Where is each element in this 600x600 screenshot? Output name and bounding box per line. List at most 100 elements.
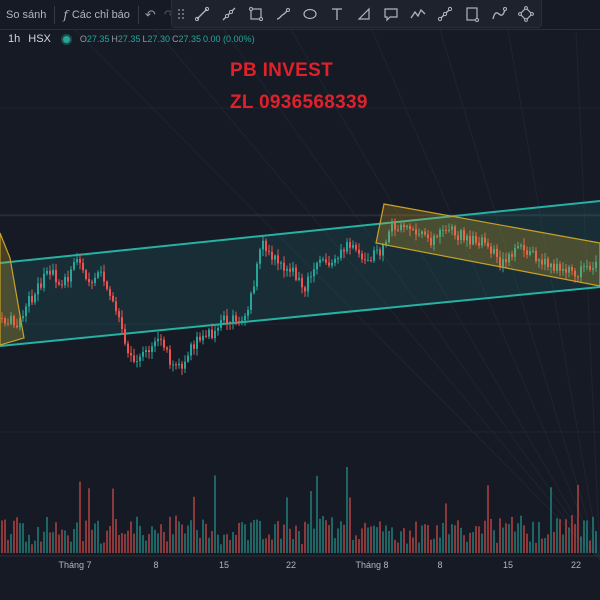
volume-bar xyxy=(304,521,306,553)
x-tick-label: 15 xyxy=(219,560,229,570)
candle-body xyxy=(592,268,594,270)
candle-body xyxy=(172,364,174,366)
candle-body xyxy=(16,325,18,328)
volume-bar xyxy=(313,528,315,553)
volume-bar xyxy=(187,525,189,553)
volume-bar xyxy=(262,539,264,553)
candle-body xyxy=(481,237,483,246)
candle-body xyxy=(553,263,555,271)
callout-icon[interactable] xyxy=(382,5,400,23)
volume-bar xyxy=(109,526,111,553)
candle-body xyxy=(205,335,207,337)
exchange-label: HSX xyxy=(28,33,51,45)
brush-icon[interactable] xyxy=(274,5,292,23)
candle-body xyxy=(4,318,6,324)
volume-bar xyxy=(580,536,582,553)
candle-body xyxy=(82,262,84,271)
candle-body xyxy=(43,273,45,288)
volume-bar xyxy=(250,522,252,553)
candle-body xyxy=(532,250,534,252)
volume-bar xyxy=(469,532,471,553)
volume-bar xyxy=(307,523,309,553)
candle-body xyxy=(346,242,348,252)
volume-bar xyxy=(139,525,141,553)
volume-bar xyxy=(46,516,48,553)
grid-line xyxy=(74,29,600,561)
x-tick-label: Tháng 8 xyxy=(355,560,388,570)
volume-bar xyxy=(514,531,516,553)
x-tick-label: 22 xyxy=(286,560,296,570)
volume-bar xyxy=(595,531,597,553)
volume-bar xyxy=(241,522,243,553)
volume-bar xyxy=(403,528,405,553)
volume-bar xyxy=(532,521,534,553)
candle-body xyxy=(283,262,285,271)
candle-body xyxy=(397,229,399,231)
volume-bar xyxy=(331,517,333,553)
candle-body xyxy=(385,242,387,245)
volume-bar xyxy=(55,522,57,553)
ellipse-icon[interactable] xyxy=(301,5,319,23)
candle-body xyxy=(415,229,417,235)
volume-bar xyxy=(466,541,468,553)
volume-bar xyxy=(166,541,168,553)
candle-body xyxy=(580,266,582,278)
candle-body xyxy=(565,268,567,273)
compare-button[interactable]: So sánh xyxy=(0,0,52,29)
candle-body xyxy=(253,286,255,294)
volume-bar xyxy=(541,538,543,553)
ascending-channel[interactable] xyxy=(0,200,600,347)
candle-body xyxy=(184,361,186,369)
volume-bar xyxy=(517,523,519,553)
volume-bar xyxy=(178,521,180,553)
candle-body xyxy=(79,259,81,263)
volume-bar xyxy=(475,526,477,553)
candle-body xyxy=(412,229,414,231)
curve-icon[interactable] xyxy=(490,5,508,23)
volume-bar xyxy=(61,529,63,553)
volume-bar xyxy=(451,524,453,553)
ray-icon[interactable] xyxy=(220,5,238,23)
trend-line-icon[interactable] xyxy=(193,5,211,23)
low-value: 27.30 xyxy=(147,34,170,44)
volume-bar xyxy=(478,526,480,553)
volume-bar xyxy=(205,523,207,553)
note-icon[interactable] xyxy=(463,5,481,23)
volume-bar xyxy=(376,527,378,553)
triangle-icon[interactable] xyxy=(355,5,373,23)
polygon-icon[interactable] xyxy=(517,5,535,23)
candle-body xyxy=(496,248,498,257)
candle-body xyxy=(304,287,306,292)
flag-annotations[interactable] xyxy=(0,203,600,346)
candle-body xyxy=(370,260,372,262)
measure-icon[interactable] xyxy=(436,5,454,23)
volume-bar xyxy=(13,520,15,553)
candle-body xyxy=(199,336,201,341)
volume-bar xyxy=(76,522,78,553)
candle-body xyxy=(220,320,222,328)
text-icon[interactable] xyxy=(328,5,346,23)
candle-body xyxy=(538,259,540,261)
candle-body xyxy=(274,255,276,260)
candle-body xyxy=(163,339,165,348)
drag-handle-icon[interactable] xyxy=(178,7,184,21)
candle-body xyxy=(37,283,39,295)
candle-body xyxy=(418,234,420,236)
path-icon[interactable] xyxy=(409,5,427,23)
timeframe-label[interactable]: 1h xyxy=(8,33,21,45)
undo-icon[interactable]: ↶ xyxy=(144,6,156,22)
indicators-button[interactable]: f Các chỉ báo xyxy=(57,0,136,29)
candle-body xyxy=(325,259,327,263)
candle-body xyxy=(151,346,153,353)
candle-body xyxy=(244,315,246,321)
volume-bar xyxy=(571,515,573,553)
volume-bar xyxy=(106,530,108,553)
candle-body xyxy=(358,249,360,254)
candle-body xyxy=(499,256,501,267)
redo-icon[interactable]: ↷ xyxy=(163,6,175,22)
rectangle-icon[interactable] xyxy=(247,5,265,23)
candle-body xyxy=(112,295,114,302)
candle-body xyxy=(286,268,288,271)
volume-bar xyxy=(196,530,198,553)
